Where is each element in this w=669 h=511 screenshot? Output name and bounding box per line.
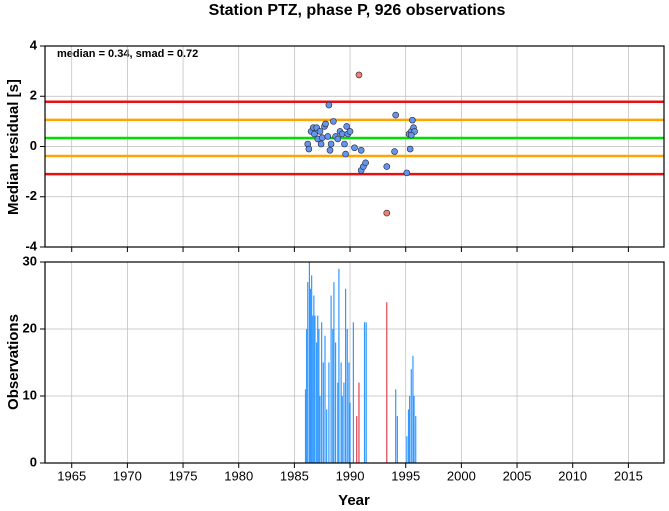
point bbox=[403, 169, 411, 177]
point bbox=[392, 111, 399, 119]
point bbox=[407, 131, 415, 139]
x-tick-label: 1995 bbox=[391, 468, 420, 483]
point bbox=[330, 118, 337, 125]
y-axis-label: Observations bbox=[5, 314, 22, 410]
point bbox=[317, 140, 325, 148]
y-tick-label: 4 bbox=[30, 37, 38, 52]
point bbox=[324, 133, 332, 140]
point bbox=[406, 145, 414, 153]
plot-frame bbox=[44, 45, 665, 248]
point bbox=[327, 140, 335, 148]
point bbox=[351, 144, 358, 152]
y-tick-label: 20 bbox=[23, 320, 37, 335]
point bbox=[334, 135, 342, 143]
point bbox=[338, 130, 346, 138]
point bbox=[318, 134, 326, 142]
point bbox=[316, 128, 324, 135]
point bbox=[342, 150, 349, 158]
point bbox=[383, 163, 391, 170]
point bbox=[305, 145, 313, 153]
point bbox=[357, 146, 365, 154]
x-tick-label: 1990 bbox=[336, 468, 365, 483]
x-axis-label: Year bbox=[338, 492, 370, 509]
x-tick-label: 1975 bbox=[169, 468, 198, 483]
x-tick-label: 1980 bbox=[224, 468, 253, 483]
y-tick-label: -4 bbox=[25, 238, 37, 253]
x-tick-label: 1965 bbox=[57, 468, 86, 483]
point bbox=[341, 140, 348, 148]
y-tick-label: 0 bbox=[30, 138, 37, 153]
point bbox=[325, 101, 333, 109]
point bbox=[362, 159, 369, 167]
x-tick-label: 1985 bbox=[280, 468, 309, 483]
x-tick-label: 1970 bbox=[113, 468, 142, 483]
point bbox=[409, 116, 416, 124]
y-tick-label: 30 bbox=[23, 253, 37, 268]
x-tick-label: 2000 bbox=[447, 468, 476, 483]
y-axis-label: Median residual [s] bbox=[5, 79, 22, 215]
point bbox=[343, 123, 351, 130]
x-tick-label: 2015 bbox=[614, 468, 643, 483]
point bbox=[391, 148, 398, 155]
plot-frame bbox=[44, 261, 665, 464]
point bbox=[326, 146, 334, 154]
y-tick-label: -2 bbox=[25, 188, 37, 203]
x-tick-label: 2010 bbox=[558, 468, 587, 483]
y-tick-label: 2 bbox=[30, 88, 37, 103]
x-tick-label: 2005 bbox=[503, 468, 532, 483]
point bbox=[355, 71, 363, 79]
y-tick-label: 0 bbox=[30, 454, 37, 469]
point bbox=[346, 128, 354, 135]
point bbox=[322, 120, 329, 128]
point bbox=[383, 209, 391, 217]
point bbox=[311, 130, 318, 138]
y-tick-label: 10 bbox=[23, 387, 37, 402]
chart-title: Station PTZ, phase P, 926 observations bbox=[209, 2, 506, 19]
